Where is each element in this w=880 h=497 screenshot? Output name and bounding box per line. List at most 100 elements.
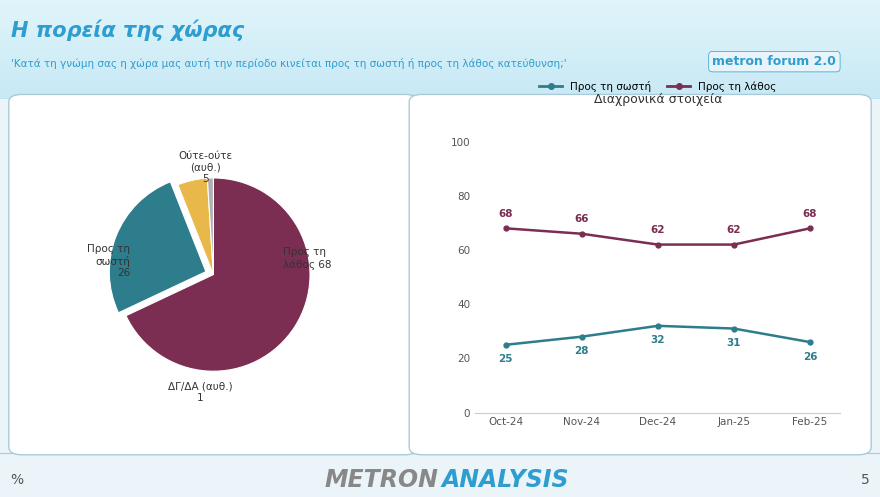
Wedge shape — [109, 182, 206, 313]
Bar — [0, 94, 880, 95]
Bar — [0, 50, 880, 51]
Bar — [0, 64, 880, 65]
Bar — [0, 17, 880, 18]
Text: 66: 66 — [575, 214, 589, 224]
Bar — [0, 18, 880, 19]
Bar — [0, 39, 880, 40]
Bar — [0, 22, 880, 23]
Bar — [0, 81, 880, 82]
Bar — [0, 26, 880, 27]
Bar — [0, 68, 880, 69]
Text: Προς τη
λάθος 68: Προς τη λάθος 68 — [283, 248, 332, 269]
Bar — [0, 73, 880, 74]
Wedge shape — [208, 178, 214, 274]
Bar — [0, 29, 880, 30]
Bar — [0, 47, 880, 48]
Bar — [0, 72, 880, 73]
Bar — [0, 66, 880, 67]
Bar — [0, 23, 880, 24]
Bar — [0, 9, 880, 10]
Text: 28: 28 — [575, 346, 589, 356]
Bar — [0, 2, 880, 3]
Bar — [0, 88, 880, 89]
Bar — [0, 19, 880, 20]
Bar — [0, 54, 880, 55]
Text: MEGA: MEGA — [789, 267, 847, 285]
Bar — [0, 30, 880, 31]
Bar — [0, 71, 880, 72]
Bar — [0, 0, 880, 1]
Bar — [0, 53, 880, 54]
Bar — [0, 90, 880, 91]
Bar — [0, 24, 880, 25]
Bar — [0, 21, 880, 22]
Bar — [0, 31, 880, 32]
Text: 25: 25 — [498, 354, 513, 364]
Text: MEGA: MEGA — [33, 267, 91, 285]
Bar — [0, 25, 880, 26]
Bar — [0, 82, 880, 83]
Bar — [0, 80, 880, 81]
Bar — [0, 70, 880, 71]
Bar — [0, 33, 880, 34]
Text: 'Κατά τη γνώμη σας η χώρα μας αυτή την περίοδο κινείται προς τη σωστή ή προς τη : 'Κατά τη γνώμη σας η χώρα μας αυτή την π… — [11, 58, 567, 69]
Bar — [0, 89, 880, 90]
Bar — [0, 59, 880, 60]
Bar — [0, 4, 880, 5]
Text: MEGA: MEGA — [600, 267, 658, 285]
Text: MEGA: MEGA — [600, 390, 658, 409]
Text: 62: 62 — [650, 225, 665, 235]
Bar — [0, 40, 880, 41]
Bar — [0, 98, 880, 99]
Bar — [0, 8, 880, 9]
Bar — [0, 74, 880, 75]
Bar — [0, 62, 880, 63]
Bar — [0, 37, 880, 38]
Text: MEGA: MEGA — [33, 390, 91, 409]
Text: 32: 32 — [650, 335, 665, 345]
Text: 62: 62 — [727, 225, 741, 235]
Bar — [0, 57, 880, 58]
Bar — [0, 84, 880, 85]
Bar — [0, 51, 880, 52]
Text: MEGA: MEGA — [222, 143, 280, 162]
Text: ANALYSIS: ANALYSIS — [442, 468, 569, 492]
Text: MEGA: MEGA — [789, 143, 847, 162]
Text: MEGA: MEGA — [411, 267, 469, 285]
Bar — [0, 5, 880, 6]
Bar — [0, 60, 880, 61]
Text: Η πορεία της χώρας: Η πορεία της χώρας — [11, 20, 245, 41]
Text: %: % — [11, 473, 24, 487]
Bar — [0, 61, 880, 62]
Bar — [0, 55, 880, 56]
Bar — [0, 45, 880, 46]
Bar — [0, 41, 880, 42]
Bar — [0, 96, 880, 97]
Bar — [0, 35, 880, 36]
Bar — [0, 78, 880, 79]
Bar — [0, 15, 880, 16]
Text: Ούτε-ούτε
(αυθ.)
5: Ούτε-ούτε (αυθ.) 5 — [179, 151, 232, 184]
Bar — [0, 97, 880, 98]
Text: 31: 31 — [727, 338, 741, 348]
Bar — [0, 10, 880, 11]
Text: 68: 68 — [803, 209, 818, 219]
Bar — [0, 77, 880, 78]
Text: MEGA: MEGA — [600, 143, 658, 162]
Bar — [0, 42, 880, 43]
Bar — [0, 32, 880, 33]
Bar — [0, 63, 880, 64]
Text: metron forum 2.0: metron forum 2.0 — [713, 55, 836, 68]
Bar — [0, 43, 880, 44]
Bar — [0, 36, 880, 37]
Bar — [0, 34, 880, 35]
Text: MEGA: MEGA — [411, 390, 469, 409]
Text: MEGA: MEGA — [222, 267, 280, 285]
Bar — [0, 85, 880, 86]
Text: MEGA: MEGA — [789, 390, 847, 409]
Bar — [0, 76, 880, 77]
Bar — [0, 58, 880, 59]
Text: 68: 68 — [498, 209, 513, 219]
Bar — [0, 93, 880, 94]
Text: 26: 26 — [803, 351, 818, 361]
